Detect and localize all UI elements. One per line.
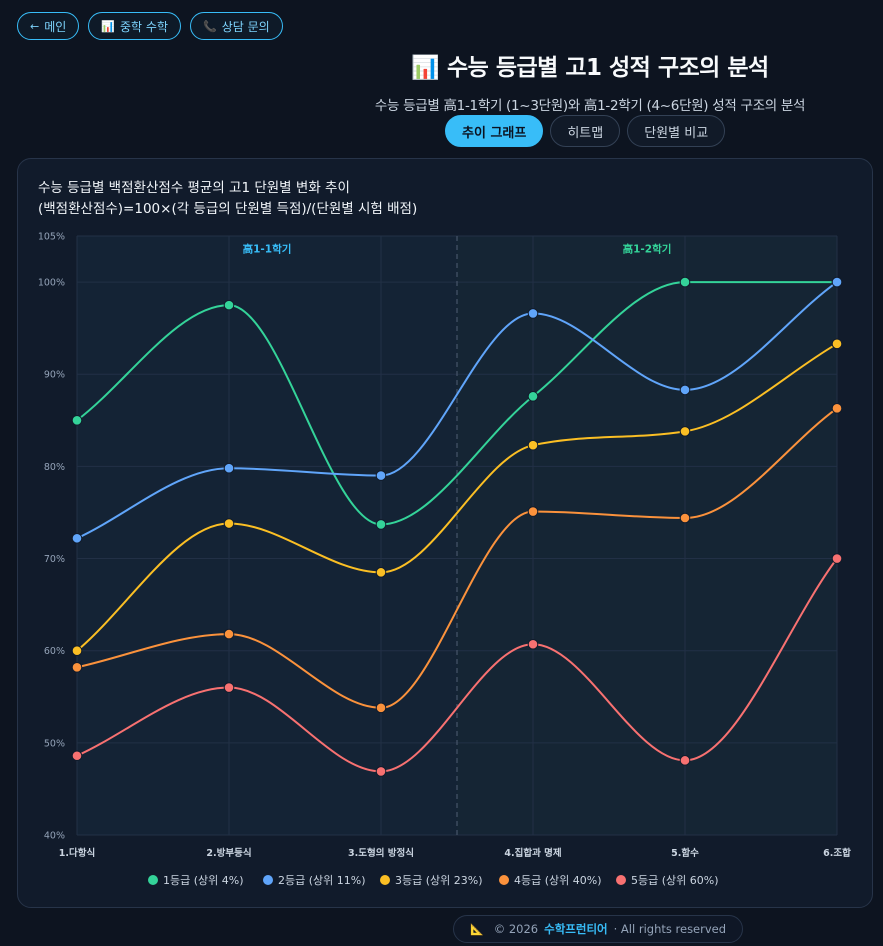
series-line-2 [76, 281, 838, 540]
middle-math-button-label: 중학 수학 [120, 19, 168, 34]
footer-rights: · All rights reserved [613, 922, 727, 936]
x-tick-label: 6.조합 [823, 847, 851, 859]
triangle-ruler-icon: 📐 [470, 922, 484, 936]
home-button[interactable]: ← 메인 [17, 12, 80, 40]
legend-swatch [499, 875, 509, 885]
legend-swatch [380, 875, 390, 885]
y-tick-label: 40% [44, 831, 65, 842]
tab-unit-compare[interactable]: 단원별 비교 [627, 115, 726, 147]
series-line-3 [76, 342, 838, 652]
data-point[interactable] [527, 391, 539, 402]
data-point[interactable] [679, 426, 691, 437]
data-point[interactable] [375, 766, 387, 777]
data-point[interactable] [223, 628, 235, 640]
legend-item[interactable]: 3등급 (상위 23%) [395, 874, 483, 887]
legend-swatch [263, 875, 273, 885]
legend-item[interactable]: 4등급 (상위 40%) [514, 874, 602, 887]
data-point[interactable] [71, 532, 83, 544]
data-point[interactable] [375, 567, 387, 578]
data-point[interactable] [527, 308, 539, 319]
top-nav: ← 메인 📊 중학 수학 📞 상담 문의 [17, 12, 283, 40]
data-point[interactable] [679, 384, 691, 396]
data-point[interactable] [375, 470, 387, 481]
y-tick-label: 80% [44, 462, 65, 473]
data-point[interactable] [223, 299, 235, 311]
data-point[interactable] [71, 415, 83, 426]
data-point[interactable] [831, 338, 843, 350]
chart-title: 수능 등급별 백점환산점수 평균의 고1 단원별 변화 추이 [38, 180, 350, 196]
chart-card: 수능 등급별 백점환산점수 평균의 고1 단원별 변화 추이 (백점환산점수)=… [17, 158, 873, 908]
legend-swatch [616, 875, 626, 885]
legend-item[interactable]: 2등급 (상위 11%) [278, 874, 366, 887]
data-point[interactable] [71, 750, 83, 762]
footer-brand[interactable]: 수학프런티어 [544, 922, 608, 936]
data-point[interactable] [527, 439, 539, 451]
home-button-label: 메인 [44, 19, 67, 34]
contact-button-label: 상담 문의 [221, 19, 270, 34]
line-chart: 40% 50% 60% 70% 80% 90% 100% 105% 1.다항식 2.방부등식 3.도… [38, 232, 851, 888]
page-header: 📊 수능 등급별 고1 성적 구조의 분석 수능 등급별 高1-1학기 (1~3… [340, 48, 840, 114]
data-point[interactable] [375, 519, 387, 530]
data-point[interactable] [679, 512, 691, 524]
data-point[interactable] [71, 661, 83, 673]
semester-label: 高1-1학기 [243, 243, 292, 256]
chart-icon: 📊 [101, 19, 116, 33]
y-tick-label: 50% [44, 738, 65, 749]
semester-region [77, 236, 457, 835]
tab-heatmap[interactable]: 히트맵 [550, 115, 621, 147]
view-tabs: 추이 그래프 히트맵 단원별 비교 [445, 115, 726, 147]
arrow-left-icon: ← [30, 19, 40, 33]
data-point[interactable] [831, 553, 843, 564]
y-tick-label: 105% [38, 232, 65, 243]
middle-math-button[interactable]: 📊 중학 수학 [88, 12, 181, 40]
x-tick-label: 3.도형의 방정식 [348, 847, 414, 859]
page-subtitle: 수능 등급별 高1-1학기 (1~3단원)와 高1-2학기 (4~6단원) 성적… [374, 98, 806, 114]
legend-swatch [148, 875, 158, 885]
data-point[interactable] [223, 462, 235, 474]
data-point[interactable] [223, 518, 235, 529]
data-point[interactable] [223, 682, 235, 693]
chart-icon: 📊 [411, 55, 440, 81]
phone-icon: 📞 [203, 19, 217, 33]
x-tick-label: 4.집합과 명제 [504, 847, 561, 859]
data-point[interactable] [375, 702, 387, 714]
page-title-text: 수능 등급별 고1 성적 구조의 분석 [447, 55, 769, 81]
data-point[interactable] [527, 506, 539, 517]
x-tick-label: 2.방부등식 [206, 847, 251, 859]
footer-copyright: © 2026 [493, 922, 539, 936]
y-tick-label: 70% [44, 554, 65, 565]
legend-item[interactable]: 1등급 (상위 4%) [163, 874, 244, 887]
data-point[interactable] [527, 638, 539, 650]
data-point[interactable] [71, 645, 83, 656]
chart-subtitle: (백점환산점수)=100×(각 등급의 단원별 득점)/(단원별 시험 배점) [38, 201, 418, 217]
legend-item[interactable]: 5등급 (상위 60%) [631, 874, 719, 887]
x-tick-label: 5.함수 [671, 847, 699, 859]
data-point[interactable] [831, 276, 843, 288]
footer: 📐 © 2026 수학프런티어 · All rights reserved [453, 915, 744, 943]
data-point[interactable] [679, 276, 691, 288]
page-title: 📊 수능 등급별 고1 성적 구조의 분석 [340, 48, 840, 82]
y-tick-label: 100% [38, 278, 65, 289]
data-point[interactable] [831, 403, 843, 414]
semester-label: 高1-2학기 [623, 243, 672, 256]
data-point[interactable] [679, 755, 691, 766]
y-tick-label: 60% [44, 646, 65, 657]
contact-button[interactable]: 📞 상담 문의 [190, 12, 283, 40]
chart-title-block: 수능 등급별 백점환산점수 평균의 고1 단원별 변화 추이 (백점환산점수)=… [38, 178, 417, 220]
semester-region [457, 236, 837, 835]
tab-trend-graph[interactable]: 추이 그래프 [445, 115, 544, 147]
y-tick-label: 90% [44, 370, 65, 381]
x-tick-label: 1.다항식 [59, 847, 95, 859]
